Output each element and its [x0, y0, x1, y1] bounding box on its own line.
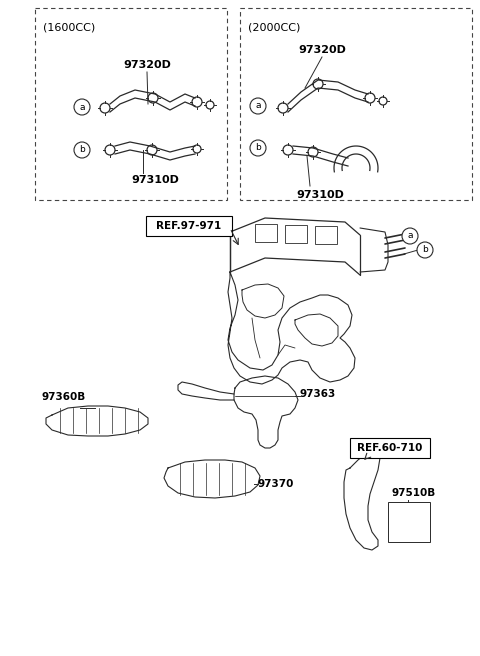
Text: 97360B: 97360B [42, 392, 86, 402]
Polygon shape [164, 460, 260, 498]
Text: 97320D: 97320D [123, 60, 171, 70]
Polygon shape [115, 142, 195, 160]
Polygon shape [178, 382, 234, 400]
Text: 97320D: 97320D [298, 45, 346, 55]
Circle shape [417, 242, 433, 258]
Text: a: a [255, 102, 261, 110]
Bar [35, 8, 227, 200]
Text: b: b [79, 146, 85, 155]
Text: b: b [255, 144, 261, 152]
Polygon shape [46, 406, 148, 436]
Polygon shape [288, 80, 368, 112]
Polygon shape [110, 90, 195, 112]
Bar [285, 225, 307, 243]
Bar [388, 502, 430, 542]
Text: 97363: 97363 [300, 389, 336, 399]
Polygon shape [293, 146, 348, 166]
Circle shape [250, 98, 266, 114]
Bar [315, 226, 337, 244]
Text: 97310D: 97310D [131, 175, 179, 185]
Text: 97370: 97370 [258, 479, 294, 489]
Text: 97310D: 97310D [296, 190, 344, 200]
Circle shape [74, 142, 90, 158]
Text: (1600CC): (1600CC) [43, 22, 95, 32]
Bar [240, 8, 472, 200]
Circle shape [74, 99, 90, 115]
Text: REF.60-710: REF.60-710 [357, 443, 423, 453]
Text: a: a [79, 102, 85, 112]
Text: (2000CC): (2000CC) [248, 22, 300, 32]
Circle shape [402, 228, 418, 244]
Text: b: b [422, 245, 428, 255]
Polygon shape [344, 448, 380, 550]
Polygon shape [234, 376, 298, 448]
Circle shape [250, 140, 266, 156]
FancyBboxPatch shape [350, 438, 430, 458]
Polygon shape [228, 272, 355, 384]
Text: a: a [407, 232, 413, 241]
Polygon shape [334, 146, 378, 172]
Text: REF.97-971: REF.97-971 [156, 221, 222, 231]
Bar [255, 224, 277, 242]
Text: 97510B: 97510B [392, 488, 436, 498]
FancyBboxPatch shape [146, 216, 232, 236]
